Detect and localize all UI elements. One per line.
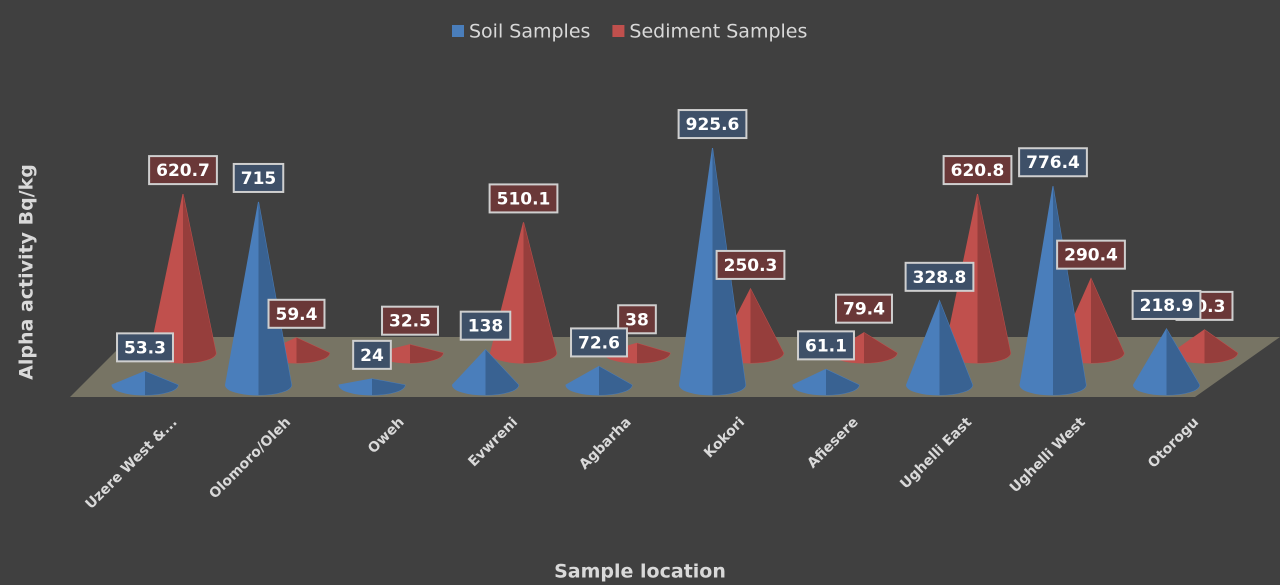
cone [338, 378, 406, 396]
value-label-box [232, 162, 285, 193]
value-label-box [570, 327, 628, 358]
value-label: 218.9 [1140, 296, 1194, 316]
legend-label: Soil Samples [469, 21, 590, 43]
legend-swatch [612, 25, 625, 37]
cone-shade [258, 201, 292, 395]
value-label: 776.4 [1026, 153, 1080, 173]
cone-shade [1204, 329, 1238, 363]
cone-shade [750, 288, 784, 363]
value-label-box [1131, 289, 1202, 320]
cone-shade [826, 369, 859, 395]
value-label-box [904, 261, 975, 292]
legend-swatch [452, 25, 464, 37]
cone-shade [939, 300, 973, 395]
value-label: 620.8 [951, 161, 1005, 181]
cone [451, 348, 520, 396]
cone [1019, 186, 1087, 396]
cone-shade [977, 194, 1011, 363]
value-label: 138 [468, 317, 504, 337]
cone-shade [485, 349, 519, 395]
cone-shade [1091, 278, 1124, 363]
cone-shade [372, 378, 405, 395]
value-label: 79.4 [843, 300, 885, 320]
value-label: 72.6 [578, 333, 620, 353]
cone-shade [864, 332, 897, 363]
value-label: 250.3 [724, 256, 778, 276]
value-label: 53.3 [124, 338, 166, 358]
value-label: 715 [241, 169, 277, 189]
value-label-box [677, 109, 748, 140]
value-label: 620.7 [156, 161, 210, 181]
value-label: 61.1 [805, 336, 847, 356]
value-label: 32.5 [389, 312, 431, 332]
value-label: 328.8 [913, 268, 967, 288]
cone-shade [183, 194, 216, 363]
value-label: 510.1 [497, 189, 551, 209]
x-axis-label: Sample location [554, 561, 726, 583]
cone-shade [637, 343, 670, 363]
cone [678, 147, 747, 396]
value-label-box [942, 155, 1013, 186]
value-label-box [352, 339, 392, 370]
cone-shade [599, 366, 632, 395]
value-label: 925.6 [686, 115, 740, 135]
cone-shade [1053, 186, 1086, 395]
y-axis-label: Alpha activity Bq/kg [16, 164, 38, 380]
cone-shade [145, 371, 178, 395]
value-label-box [116, 332, 174, 363]
value-label-box [797, 330, 855, 361]
cone-shade [523, 222, 557, 363]
cone [565, 365, 633, 396]
legend-label: Sediment Samples [629, 21, 807, 43]
value-label-box [488, 183, 559, 214]
value-label-box [148, 155, 218, 186]
value-label-box [1018, 147, 1088, 178]
value-label-box [715, 249, 786, 280]
cone [1132, 327, 1201, 396]
cone-shade [1166, 328, 1200, 395]
cone-shade [296, 337, 330, 363]
value-label: 290.4 [1064, 246, 1118, 266]
cone [111, 370, 179, 396]
value-label-box [267, 298, 326, 329]
cone-shade [410, 344, 443, 363]
value-label: 59.4 [276, 305, 318, 325]
value-label-box [381, 305, 439, 336]
value-label-box [1056, 239, 1126, 270]
cone [224, 201, 293, 396]
value-label: 24 [360, 346, 384, 366]
cone [792, 368, 860, 396]
value-label-box [459, 310, 512, 341]
cone [905, 299, 974, 396]
value-label-box [835, 293, 893, 324]
value-label: 38 [625, 310, 649, 330]
